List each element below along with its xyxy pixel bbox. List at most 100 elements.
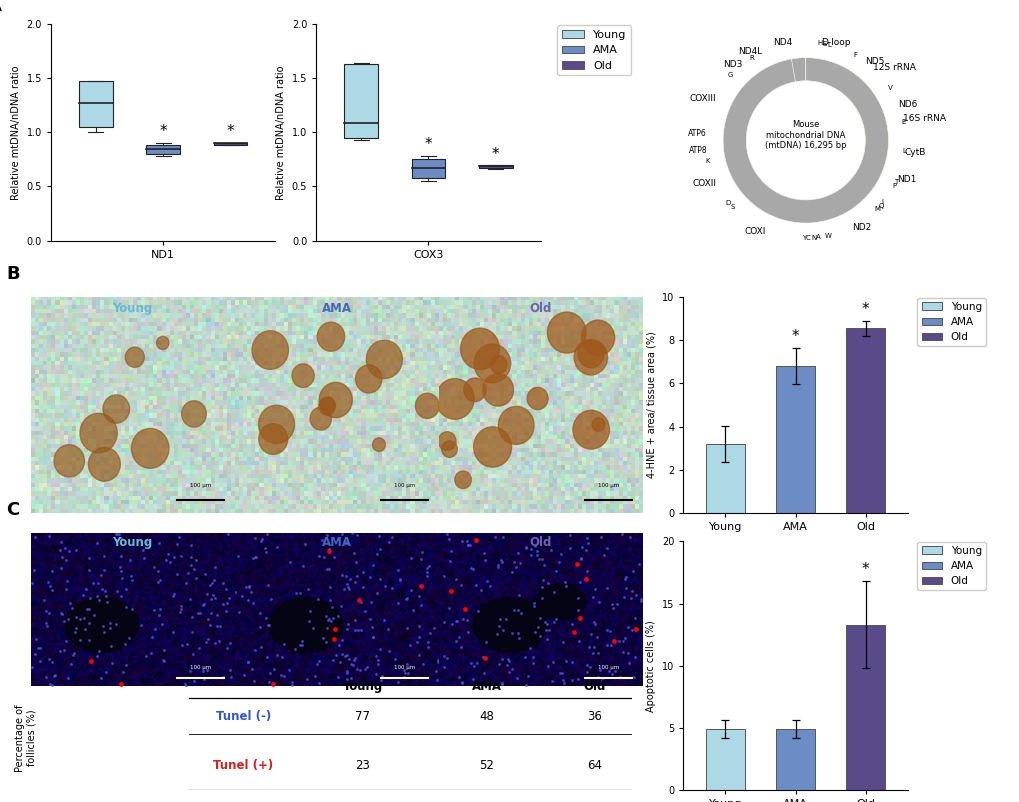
Wedge shape: [722, 126, 747, 144]
Wedge shape: [833, 67, 848, 89]
Wedge shape: [723, 151, 747, 159]
Text: ATP8: ATP8: [688, 146, 706, 156]
Text: ND3: ND3: [721, 60, 741, 69]
Wedge shape: [723, 86, 760, 130]
Text: W: W: [823, 233, 830, 239]
Bar: [705, 444, 744, 513]
Bar: [147, 145, 180, 154]
Text: 48: 48: [479, 711, 493, 723]
Text: AMA: AMA: [471, 680, 501, 693]
Wedge shape: [722, 58, 888, 223]
Wedge shape: [805, 58, 826, 83]
Text: Percentage of
follicles (%): Percentage of follicles (%): [14, 704, 37, 772]
Wedge shape: [814, 199, 822, 222]
Legend: Young, AMA, Old: Young, AMA, Old: [917, 298, 985, 346]
Text: *: *: [226, 124, 234, 139]
Text: R: R: [749, 55, 753, 61]
Wedge shape: [856, 98, 888, 148]
Text: ATP6: ATP6: [688, 129, 706, 138]
Wedge shape: [722, 58, 888, 223]
Text: T: T: [894, 179, 898, 184]
Legend: Young, AMA, Old: Young, AMA, Old: [556, 26, 630, 75]
Wedge shape: [852, 148, 887, 191]
Text: A: A: [0, 0, 2, 15]
Text: K: K: [705, 158, 709, 164]
Bar: [412, 160, 445, 178]
Text: ND4L: ND4L: [738, 47, 761, 55]
Wedge shape: [836, 70, 873, 107]
Bar: [846, 625, 884, 790]
Y-axis label: Relative mtDNA/nDNA ratio: Relative mtDNA/nDNA ratio: [11, 65, 21, 200]
Text: C: C: [804, 235, 809, 241]
Wedge shape: [746, 182, 803, 223]
Text: ND5: ND5: [865, 57, 884, 66]
Wedge shape: [850, 177, 870, 195]
Bar: [79, 82, 112, 127]
Wedge shape: [722, 58, 888, 223]
Wedge shape: [809, 200, 815, 223]
Text: 64: 64: [587, 759, 601, 772]
Y-axis label: 4-HNE + area/ tissue area (%): 4-HNE + area/ tissue area (%): [646, 332, 656, 478]
Text: *: *: [159, 124, 167, 139]
Wedge shape: [805, 58, 822, 82]
Wedge shape: [722, 58, 888, 223]
Text: 12S rRNA: 12S rRNA: [872, 63, 915, 72]
Text: E: E: [901, 119, 905, 125]
Wedge shape: [760, 69, 775, 91]
Bar: [479, 165, 513, 168]
Text: S: S: [822, 41, 826, 47]
Text: ND1: ND1: [897, 175, 916, 184]
Wedge shape: [763, 63, 784, 89]
Wedge shape: [722, 58, 876, 223]
Text: D-loop: D-loop: [820, 38, 850, 47]
Bar: [846, 328, 884, 513]
Text: P: P: [891, 183, 896, 189]
Wedge shape: [807, 200, 811, 223]
Wedge shape: [805, 58, 888, 182]
Text: ND4: ND4: [772, 38, 791, 47]
Wedge shape: [846, 182, 864, 200]
Text: G: G: [728, 72, 733, 78]
Wedge shape: [722, 58, 880, 223]
Text: Old: Old: [583, 680, 605, 693]
Text: *: *: [424, 137, 432, 152]
Text: 23: 23: [355, 759, 369, 772]
Wedge shape: [802, 200, 805, 223]
Wedge shape: [805, 58, 876, 111]
Text: V: V: [888, 85, 892, 91]
Wedge shape: [743, 83, 762, 101]
Wedge shape: [722, 143, 747, 155]
Text: *: *: [491, 147, 499, 161]
Text: Tunel (+): Tunel (+): [213, 759, 273, 772]
Wedge shape: [746, 71, 772, 99]
Text: COXII: COXII: [692, 180, 716, 188]
Text: 16S rRNA: 16S rRNA: [902, 114, 945, 123]
Wedge shape: [805, 58, 888, 174]
Bar: [775, 366, 814, 513]
Wedge shape: [791, 58, 805, 82]
Wedge shape: [805, 58, 888, 178]
Text: 77: 77: [355, 711, 369, 723]
Text: *: *: [791, 330, 799, 344]
Wedge shape: [805, 58, 818, 82]
Text: COXI: COXI: [743, 226, 764, 236]
Text: L: L: [902, 148, 906, 155]
Text: CytB: CytB: [904, 148, 925, 157]
Wedge shape: [805, 58, 887, 131]
Wedge shape: [722, 58, 888, 223]
Wedge shape: [864, 145, 888, 152]
Wedge shape: [740, 177, 760, 195]
Text: A: A: [815, 234, 820, 241]
Y-axis label: Apoptotic cells (%): Apoptotic cells (%): [646, 620, 656, 711]
Text: N: N: [810, 235, 815, 241]
Bar: [344, 64, 378, 138]
Bar: [775, 729, 814, 790]
Wedge shape: [817, 184, 861, 221]
Text: ND2: ND2: [852, 224, 871, 233]
Text: Young: Young: [341, 680, 382, 693]
Wedge shape: [722, 58, 878, 223]
Text: ND6: ND6: [898, 100, 917, 109]
Bar: [214, 143, 248, 145]
Wedge shape: [805, 58, 886, 128]
Text: B: B: [6, 265, 19, 283]
